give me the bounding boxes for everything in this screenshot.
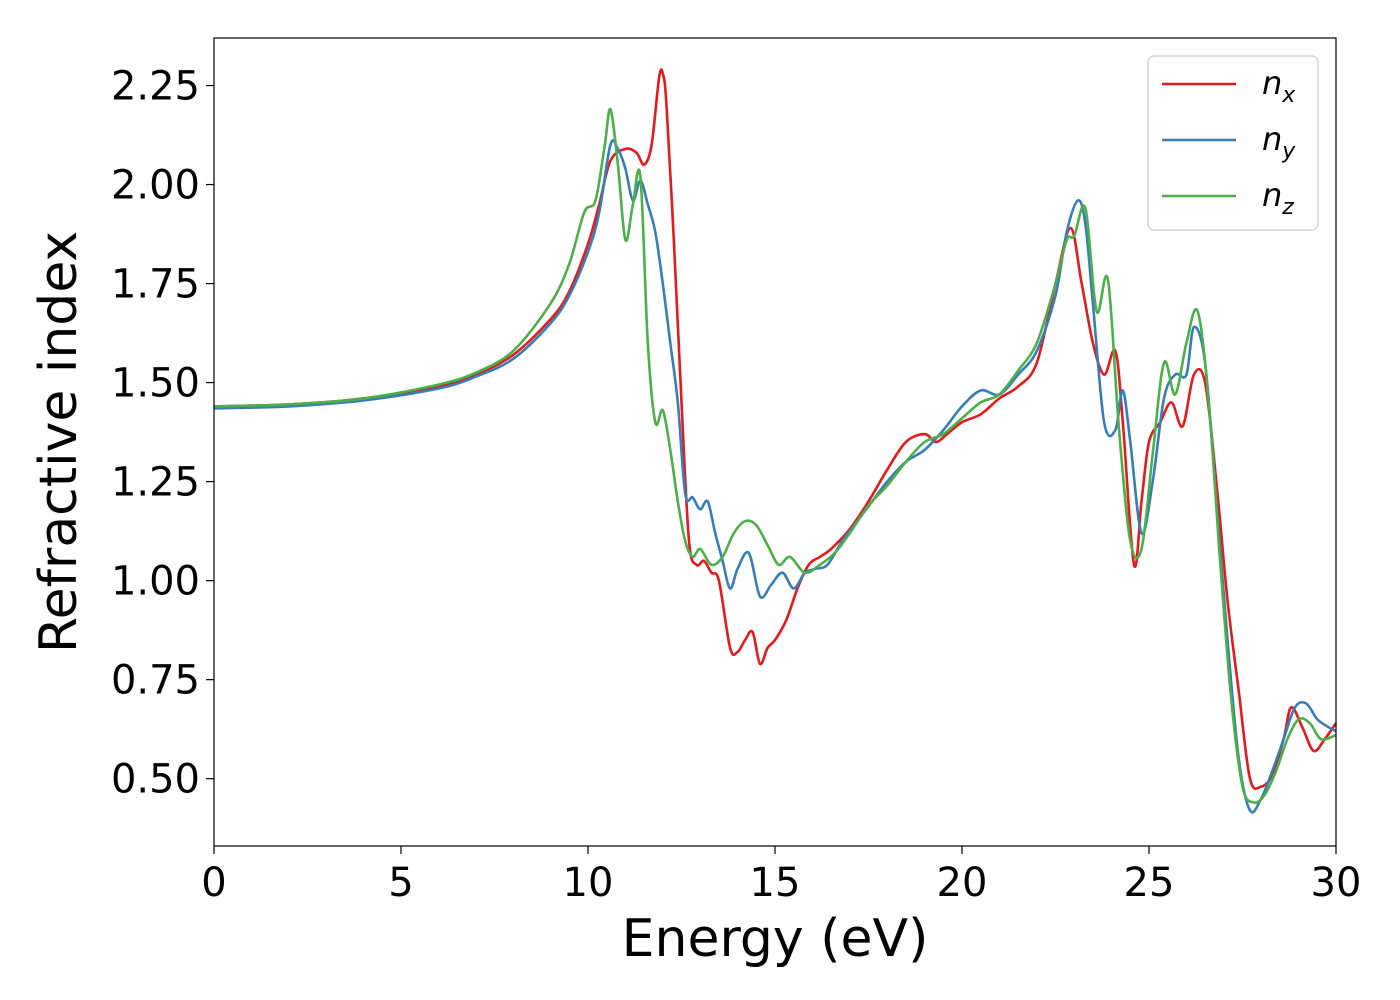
y-tick-label: 1.25 [111,460,200,506]
y-tick-label: 1.50 [111,361,200,407]
x-axis: 0 5 10 15 20 25 30 [201,846,1361,906]
x-tick-label: 30 [1311,860,1362,906]
y-tick-label: 1.75 [111,262,200,308]
series-layer [213,68,1338,814]
x-tick-label: 5 [388,860,413,906]
y-axis: 0.50 0.75 1.00 1.25 1.50 1.75 2.00 2.25 [111,64,214,803]
x-tick-label: 25 [1124,860,1175,906]
x-tick-label: 20 [937,860,988,906]
y-tick-label: 2.25 [111,64,200,110]
series-line-x [213,68,1338,791]
x-tick-label: 15 [750,860,801,906]
series-line-z [213,107,1337,804]
y-tick-label: 0.75 [111,658,200,704]
y-tick-label: 1.00 [111,559,200,605]
y-axis-title: Refractive index [29,231,89,653]
y-tick-label: 0.50 [111,757,200,803]
x-axis-title: Energy (eV) [622,909,929,969]
y-tick-label: 2.00 [111,163,200,209]
x-tick-label: 10 [563,860,614,906]
legend-box [1147,55,1319,231]
x-tick-label: 0 [201,860,226,906]
